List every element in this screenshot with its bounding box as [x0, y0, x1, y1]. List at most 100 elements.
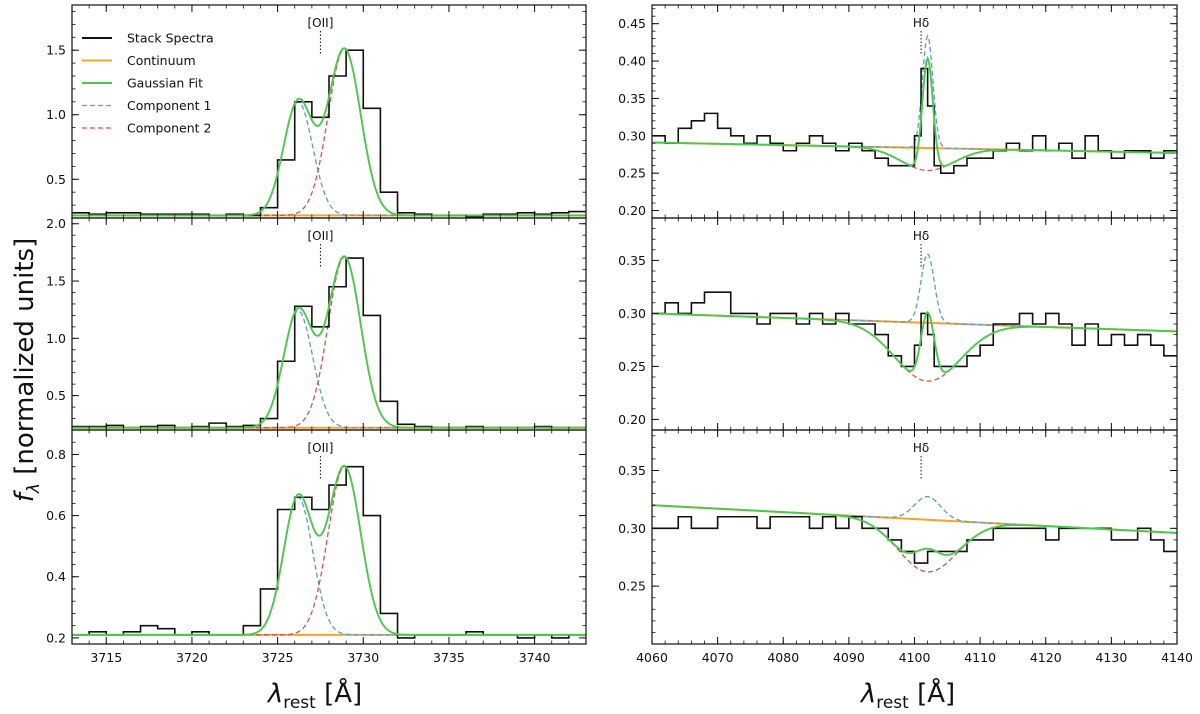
panel-right-0-ytick-label: 0.25: [618, 166, 646, 181]
panel-right-1-component-1-line: [652, 253, 1177, 333]
panel-left-2-component-2-line: [72, 465, 586, 636]
panel-right-0: Hδ 0.20 0.25 0.30 0.35 0.40 0.45: [618, 4, 1178, 219]
x-axis-title-left-rest: [Å]: [316, 677, 362, 709]
legend-item: Component 2: [82, 121, 212, 136]
legend-item: Stack Spectra: [82, 31, 214, 46]
panel-left-1-plot-area: [72, 255, 586, 429]
panel-right-2-ytick-label: 0.35: [618, 463, 646, 478]
panel-right-1-plot-area: [652, 253, 1177, 382]
panel-left-2-ytick-label: 0.8: [46, 447, 66, 462]
panel-right-2-plot-area: [652, 495, 1177, 573]
legend-item: Continuum: [82, 53, 196, 68]
panel-right-1: Hδ 0.20 0.25 0.30 0.35: [618, 217, 1178, 431]
panel-left-1-line-label: [OII]: [307, 229, 333, 243]
panel-left-0-line-label: [OII]: [307, 16, 333, 30]
x-axis-title-right: λrest [Å]: [859, 677, 955, 713]
panel-left-1: [OII] 0.5 1.0 1.5 2.0: [46, 216, 587, 431]
y-axis-title-sub: λ: [24, 483, 44, 494]
panel-right-2-xtick-label: 4130: [1095, 650, 1127, 665]
legend-label: Component 2: [127, 121, 212, 136]
legend: Stack Spectra Continuum Gaussian Fit Compon…: [82, 31, 214, 136]
panel-right-0-plot-area: [652, 34, 1177, 174]
legend-label: Stack Spectra: [127, 31, 214, 46]
panel-right-1-line-label: Hδ: [913, 229, 929, 243]
panel-left-2-xtick-label: 3735: [433, 650, 465, 665]
panel-right-2-xtick-label: 4140: [1161, 650, 1193, 665]
panels-layer: [OII]0.51.01.5[OII]0.51.01.52.0[OII]0.20…: [46, 4, 1193, 665]
panel-right-0-ytick-label: 0.20: [618, 203, 646, 218]
panel-right-2-frame: [651, 429, 1178, 645]
panel-left-2-stack-spectrum-line: [72, 465, 586, 639]
panel-left-1-component-1-line: [72, 310, 586, 429]
legend-label: Component 1: [127, 98, 212, 113]
panel-right-2-line-label: Hδ: [913, 441, 929, 455]
panel-right-0-stack-spectrum-line: [652, 67, 1177, 174]
panel-right-0-line-label: Hδ: [913, 16, 929, 30]
panel-left-2-xtick-label: 3730: [347, 650, 379, 665]
panel-right-1-ytick-label: 0.20: [618, 412, 646, 427]
panel-left-0-ytick-label: 0.5: [46, 172, 66, 187]
panel-right-1-ytick-label: 0.35: [618, 253, 646, 268]
panel-left-2-frame: [71, 429, 587, 645]
legend-item: Component 1: [82, 98, 212, 113]
panel-left-1-stack-spectrum-line: [72, 257, 586, 429]
panel-left-2-xtick-label: 3715: [90, 650, 122, 665]
panel-right-2-xtick-label: 4060: [636, 650, 668, 665]
panel-left-1-ytick-label: 0.5: [46, 388, 66, 403]
panel-right-2-xtick-label: 4120: [1030, 650, 1062, 665]
panel-right-2: Hδ 0.25 0.30 0.35 4060 4070 4080 4090 4100 4110 41…: [618, 429, 1193, 665]
y-axis-title: fλ [normalized units]: [10, 238, 44, 502]
panel-right-2-xtick-label: 4110: [964, 650, 996, 665]
x-axis-title-right-sub: rest: [876, 693, 909, 713]
panel-left-2-xtick-label: 3740: [519, 650, 551, 665]
legend-label: Continuum: [127, 53, 196, 68]
x-axis-title-left-sub: rest: [283, 693, 316, 713]
panel-right-1-ytick-label: 0.30: [618, 306, 646, 321]
panel-left-2-ytick-label: 0.6: [46, 508, 66, 523]
panel-left-1-ytick-label: 1.5: [46, 274, 66, 289]
panel-right-1-stack-spectrum-line: [652, 291, 1177, 368]
panel-right-2-gaussian-fit-line: [652, 504, 1177, 556]
panel-right-0-component-2-line: [652, 141, 1177, 172]
panel-right-2-component-1-line: [652, 495, 1177, 534]
panel-left-0-ytick-label: 1.5: [46, 43, 66, 58]
panel-left-2-gaussian-fit-line: [72, 464, 586, 636]
panel-right-0-gaussian-fit-line: [652, 55, 1177, 167]
legend-item: Gaussian Fit: [82, 76, 203, 91]
panel-right-0-ytick-label: 0.30: [618, 128, 646, 143]
panel-left-2-xtick-label: 3725: [262, 650, 294, 665]
panel-right-0-frame: [651, 4, 1178, 219]
panel-right-0-ytick-label: 0.40: [618, 54, 646, 69]
panel-right-2-xtick-label: 4100: [899, 650, 931, 665]
x-axis-title-right-main: λ: [859, 679, 876, 709]
panel-left-2-xtick-label: 3720: [176, 650, 208, 665]
x-axis-title-left: λrest [Å]: [266, 677, 362, 713]
panel-right-0-ytick-label: 0.35: [618, 91, 646, 106]
panel-right-2-xtick-label: 4080: [767, 650, 799, 665]
panel-left-1-gaussian-fit-line: [72, 255, 586, 429]
panel-left-2-line-label: [OII]: [307, 441, 333, 455]
panel-right-2-xtick-label: 4090: [833, 650, 865, 665]
panel-left-1-ytick-label: 2.0: [46, 216, 66, 231]
panel-right-2-ytick-label: 0.30: [618, 521, 646, 536]
y-axis-title-rest: [normalized units]: [10, 238, 40, 483]
panel-right-2-xtick-label: 4070: [702, 650, 734, 665]
panel-left-0-ytick-label: 1.0: [46, 107, 66, 122]
panel-right-1-ytick-label: 0.25: [618, 359, 646, 374]
panel-left-0: [OII] 0.5 1.0 1.5: [46, 4, 587, 219]
panel-left-1-component-2-line: [72, 256, 586, 429]
panel-left-2: [OII] 0.2 0.4 0.6 0.8 3715 3720 3725 3730 3735 374…: [46, 429, 587, 665]
panel-right-1-gaussian-fit-line: [652, 310, 1177, 373]
panel-right-2-ytick-label: 0.25: [618, 579, 646, 594]
panel-left-0-stack-spectrum-line: [72, 49, 586, 218]
panel-left-0-component-1-line: [72, 101, 586, 217]
x-axis-title-right-rest: [Å]: [909, 677, 955, 709]
legend-label: Gaussian Fit: [127, 76, 203, 91]
panel-left-2-plot-area: [72, 464, 586, 639]
panel-left-2-ytick-label: 0.4: [46, 569, 66, 584]
panel-left-2-ytick-label: 0.2: [46, 630, 66, 645]
panel-right-0-ytick-label: 0.45: [618, 16, 646, 31]
panel-right-2-stack-spectrum-line: [652, 515, 1177, 564]
panel-left-2-component-1-line: [72, 496, 586, 636]
